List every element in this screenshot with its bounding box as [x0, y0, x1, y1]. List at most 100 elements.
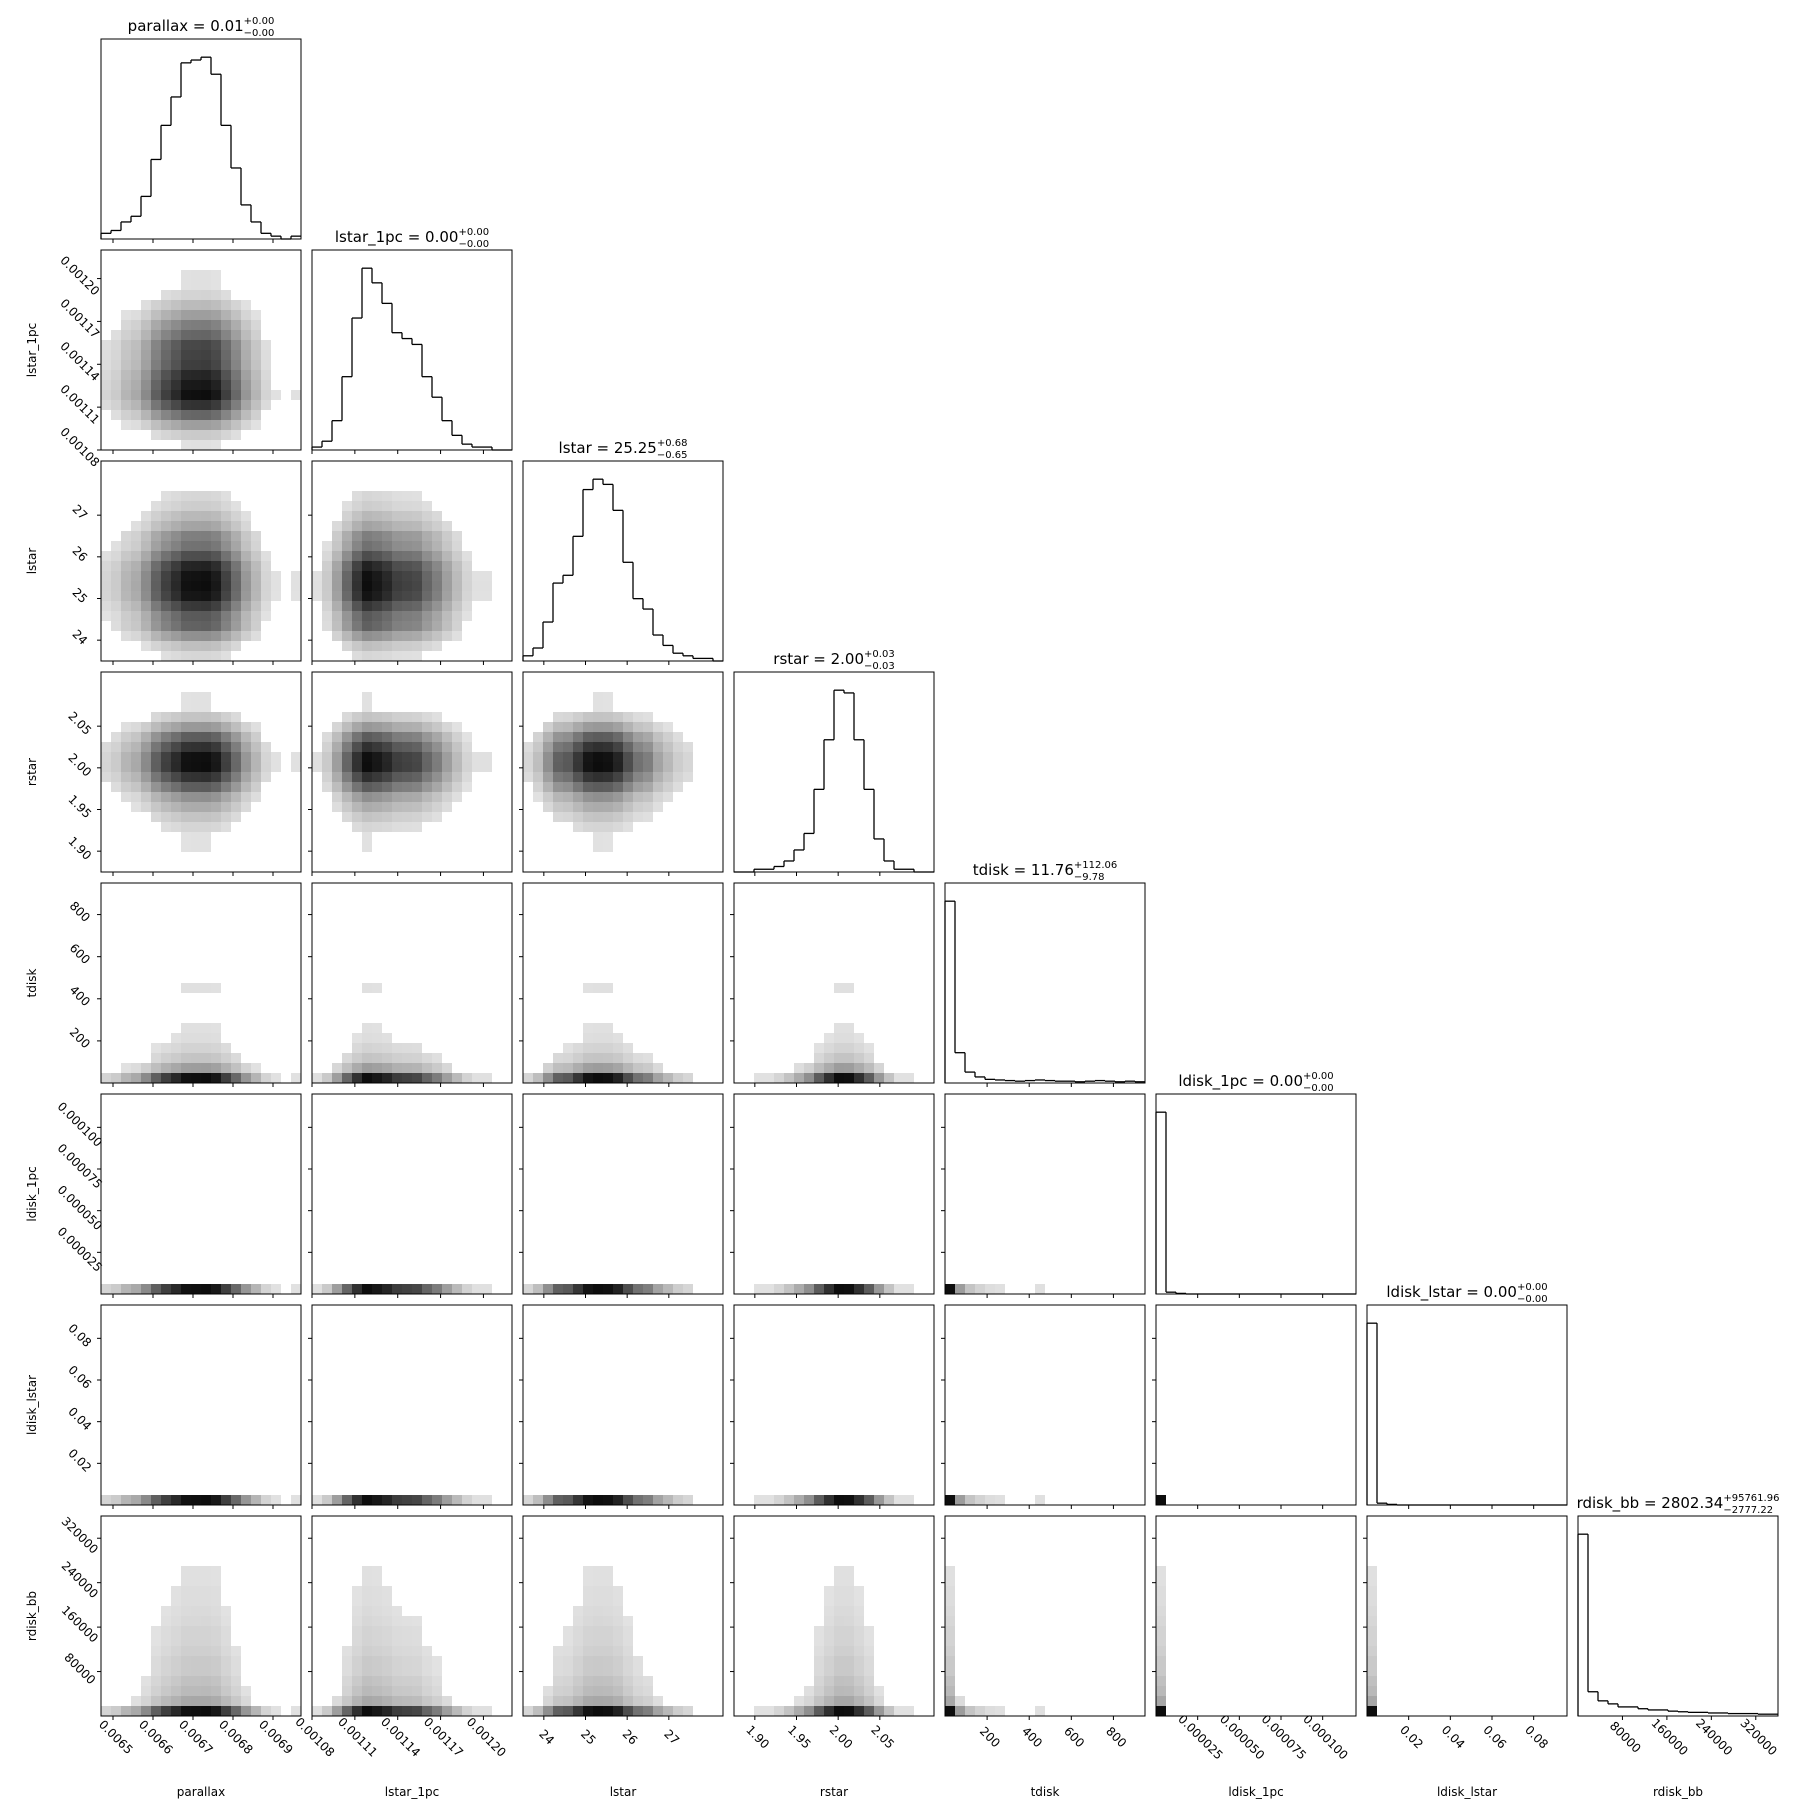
- density-cell: [834, 1576, 844, 1586]
- density-cell: [392, 581, 402, 591]
- density-cell: [241, 601, 251, 611]
- density-cell: [362, 531, 372, 541]
- density-cell: [563, 722, 573, 732]
- density-cell: [462, 1706, 472, 1716]
- density-cell: [422, 742, 432, 752]
- density-cell: [442, 521, 452, 531]
- density-cell: [854, 1626, 864, 1636]
- density-cell: [241, 752, 251, 762]
- density-cell: [563, 1696, 573, 1706]
- density-cell: [442, 581, 452, 591]
- density-cell: [372, 1676, 382, 1686]
- density-cell: [633, 1686, 643, 1696]
- density-cell: [161, 1636, 171, 1646]
- density-cell: [191, 621, 201, 631]
- density-cell: [633, 1676, 643, 1686]
- density-cell: [322, 782, 332, 792]
- density-cell: [141, 742, 151, 752]
- density-cell: [442, 621, 452, 631]
- density-cell: [392, 822, 402, 832]
- density-cell: [131, 1706, 141, 1716]
- density-cell: [111, 782, 121, 792]
- density-cell: [121, 782, 131, 792]
- density-cell: [1156, 1495, 1166, 1505]
- density-cell: [794, 1706, 804, 1716]
- title-lower: −0.00: [244, 28, 275, 39]
- density-cell: [523, 1073, 533, 1083]
- density-cell: [392, 762, 402, 772]
- density-cell: [342, 772, 352, 782]
- density-cell: [432, 561, 442, 571]
- density-cell: [563, 1043, 573, 1053]
- panel-frame: [311, 882, 513, 1084]
- density-cell: [362, 1043, 372, 1053]
- density-cell: [382, 1586, 392, 1596]
- density-cell: [412, 1495, 422, 1505]
- density-cell: [482, 1284, 492, 1294]
- density-cell: [201, 491, 211, 501]
- density-cell: [523, 1284, 533, 1294]
- panel-frame: [1155, 1304, 1357, 1506]
- density-cell: [593, 1696, 603, 1706]
- panel-title: ldisk_1pc = 0.00+0.00 −0.00: [1178, 1071, 1333, 1094]
- density-cell: [342, 762, 352, 772]
- density-cell: [201, 1666, 211, 1676]
- density-cell: [593, 772, 603, 782]
- density-cell: [824, 1676, 834, 1686]
- density-cell: [553, 1666, 563, 1676]
- density-cell: [111, 1706, 121, 1716]
- density-cell: [322, 1073, 332, 1083]
- density-cell: [211, 712, 221, 722]
- density-cell: [643, 1284, 653, 1294]
- density-cell: [161, 581, 171, 591]
- density-cell: [191, 390, 201, 400]
- density-cell: [221, 531, 231, 541]
- density-cell: [623, 1616, 633, 1626]
- density-cell: [824, 1626, 834, 1636]
- density-cell: [131, 631, 141, 641]
- density-cell: [131, 1696, 141, 1706]
- density-cell: [191, 1053, 201, 1063]
- density-cell: [653, 762, 663, 772]
- density-cell: [332, 802, 342, 812]
- density-cell: [151, 1656, 161, 1666]
- density-cell: [452, 782, 462, 792]
- density-cell: [824, 1686, 834, 1696]
- density-cell: [332, 621, 342, 631]
- density-cell: [824, 1053, 834, 1063]
- density-cell: [382, 812, 392, 822]
- density-cell: [352, 812, 362, 822]
- density-cell: [402, 722, 412, 732]
- density-cell: [402, 1053, 412, 1063]
- density-cell: [342, 591, 352, 601]
- density-cell: [181, 1626, 191, 1636]
- density-cell: [161, 1495, 171, 1505]
- density-cell: [955, 1706, 965, 1716]
- density-cell: [121, 1073, 131, 1083]
- density-cell: [834, 983, 844, 993]
- density-cell: [432, 1676, 442, 1686]
- density-cell: [613, 1586, 623, 1596]
- density-cell: [633, 772, 643, 782]
- density-cell: [603, 1023, 613, 1033]
- density-cell: [191, 1576, 201, 1586]
- density-cell: [151, 531, 161, 541]
- density-cell: [402, 1656, 412, 1666]
- density-cell: [543, 802, 553, 812]
- density-cell: [603, 1073, 613, 1083]
- density-cell: [372, 651, 382, 661]
- density-cell: [834, 1646, 844, 1656]
- x-tick-label: 0.00120: [464, 1715, 509, 1760]
- density-cell: [945, 1676, 955, 1686]
- density-cell: [352, 1686, 362, 1696]
- density-cell: [101, 1495, 111, 1505]
- density-cell: [151, 410, 161, 420]
- density-cell: [834, 1284, 844, 1294]
- density-cell: [151, 1706, 161, 1716]
- density-cell: [221, 551, 231, 561]
- density-cell: [181, 812, 191, 822]
- density-cell: [181, 1646, 191, 1656]
- density-cell: [603, 752, 613, 762]
- density-cell: [332, 541, 342, 551]
- density-cell: [201, 631, 211, 641]
